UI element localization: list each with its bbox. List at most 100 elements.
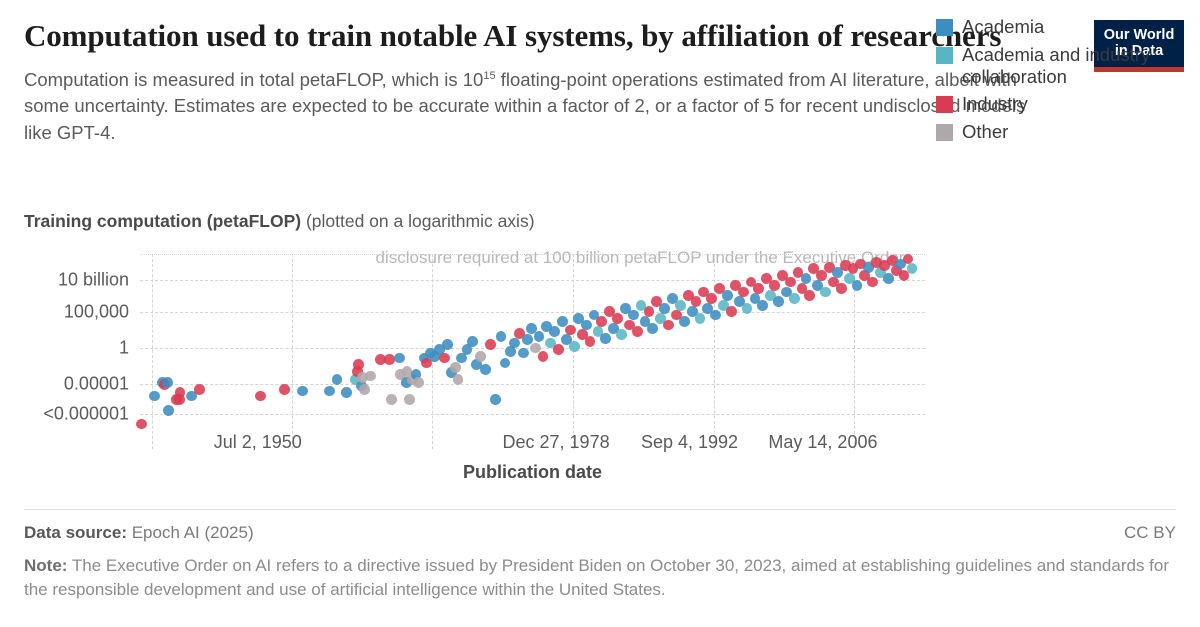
data-point[interactable] xyxy=(279,383,290,395)
data-point[interactable] xyxy=(173,393,185,405)
data-point[interactable] xyxy=(600,332,612,344)
data-point[interactable] xyxy=(757,299,769,311)
data-point[interactable] xyxy=(898,270,910,281)
data-point[interactable] xyxy=(839,260,851,271)
data-point[interactable] xyxy=(449,362,461,374)
data-point[interactable] xyxy=(525,322,537,334)
data-point[interactable] xyxy=(514,327,525,339)
data-point[interactable] xyxy=(485,339,497,351)
data-point[interactable] xyxy=(816,270,828,281)
data-point[interactable] xyxy=(596,316,608,328)
data-point[interactable] xyxy=(753,283,765,295)
data-point[interactable] xyxy=(174,387,186,398)
data-point[interactable] xyxy=(592,326,604,337)
data-point[interactable] xyxy=(859,270,871,281)
data-point[interactable] xyxy=(352,365,364,377)
data-point[interactable] xyxy=(886,255,898,266)
data-point[interactable] xyxy=(749,293,761,304)
data-point[interactable] xyxy=(769,279,780,291)
data-point[interactable] xyxy=(847,263,859,275)
data-point[interactable] xyxy=(686,306,698,318)
data-point[interactable] xyxy=(394,352,406,364)
data-point[interactable] xyxy=(631,326,643,337)
data-point[interactable] xyxy=(434,344,445,356)
data-point[interactable] xyxy=(780,286,792,298)
data-point[interactable] xyxy=(383,354,395,365)
data-point[interactable] xyxy=(341,387,353,398)
data-point[interactable] xyxy=(722,289,733,301)
data-point[interactable] xyxy=(466,336,478,347)
data-point[interactable] xyxy=(718,299,729,311)
data-point[interactable] xyxy=(835,283,847,295)
data-point[interactable] xyxy=(401,365,413,377)
data-point[interactable] xyxy=(647,322,659,334)
data-point[interactable] xyxy=(855,258,867,270)
data-point[interactable] xyxy=(745,276,757,288)
data-point[interactable] xyxy=(710,309,722,321)
data-point[interactable] xyxy=(773,296,784,308)
data-point[interactable] xyxy=(385,393,397,405)
data-point[interactable] xyxy=(879,260,890,271)
data-point[interactable] xyxy=(517,347,529,359)
data-point[interactable] xyxy=(643,306,655,318)
data-point[interactable] xyxy=(400,377,412,389)
data-point[interactable] xyxy=(580,319,592,331)
legend-item[interactable]: Other xyxy=(936,121,1198,143)
data-point[interactable] xyxy=(568,341,580,352)
data-point[interactable] xyxy=(421,357,432,369)
data-point[interactable] xyxy=(741,303,753,314)
data-point[interactable] xyxy=(364,370,376,382)
data-point[interactable] xyxy=(324,385,336,397)
data-point[interactable] xyxy=(690,296,702,308)
data-point[interactable] xyxy=(776,270,788,281)
data-point[interactable] xyxy=(541,321,553,332)
data-point[interactable] xyxy=(428,350,440,362)
owid-logo[interactable]: Our World in Data xyxy=(1094,20,1184,72)
data-point[interactable] xyxy=(792,266,804,278)
legend-item[interactable]: Industry xyxy=(936,93,1198,115)
data-point[interactable] xyxy=(627,309,639,321)
data-point[interactable] xyxy=(495,331,507,342)
data-point[interactable] xyxy=(761,273,773,285)
data-point[interactable] xyxy=(655,312,667,324)
data-point[interactable] xyxy=(604,306,616,318)
data-point[interactable] xyxy=(808,263,820,275)
data-point[interactable] xyxy=(674,299,686,311)
data-point[interactable] xyxy=(331,374,343,385)
data-point[interactable] xyxy=(375,354,387,365)
data-point[interactable] xyxy=(549,326,561,337)
data-point[interactable] xyxy=(635,299,647,311)
data-point[interactable] xyxy=(671,309,682,321)
data-source-value[interactable]: Epoch AI (2025) xyxy=(131,523,254,542)
data-point[interactable] xyxy=(149,390,161,402)
data-point[interactable] xyxy=(194,383,205,395)
data-point[interactable] xyxy=(452,374,464,385)
data-point[interactable] xyxy=(678,316,690,328)
data-point[interactable] xyxy=(682,289,694,301)
data-point[interactable] xyxy=(619,303,631,314)
data-point[interactable] xyxy=(499,357,511,369)
data-point[interactable] xyxy=(623,319,635,331)
data-point[interactable] xyxy=(890,265,902,276)
plot-area[interactable]: disclosure required at 100 billion petaF… xyxy=(136,248,925,449)
data-point[interactable] xyxy=(698,286,710,298)
data-point[interactable] xyxy=(882,273,894,285)
data-point[interactable] xyxy=(358,383,370,395)
data-point[interactable] xyxy=(442,339,453,351)
data-point[interactable] xyxy=(163,405,175,417)
data-point[interactable] xyxy=(357,372,368,384)
data-point[interactable] xyxy=(725,306,737,318)
data-point[interactable] xyxy=(394,369,406,380)
data-point[interactable] xyxy=(796,283,808,295)
data-point[interactable] xyxy=(733,296,745,308)
data-point[interactable] xyxy=(784,276,796,288)
data-point[interactable] xyxy=(504,345,516,357)
data-point[interactable] xyxy=(894,258,906,270)
data-point[interactable] xyxy=(254,390,266,402)
data-point[interactable] xyxy=(136,418,147,430)
data-point[interactable] xyxy=(812,279,824,291)
data-point[interactable] xyxy=(557,316,568,328)
data-point[interactable] xyxy=(875,266,886,278)
data-point[interactable] xyxy=(608,322,619,334)
data-point[interactable] xyxy=(186,390,198,402)
